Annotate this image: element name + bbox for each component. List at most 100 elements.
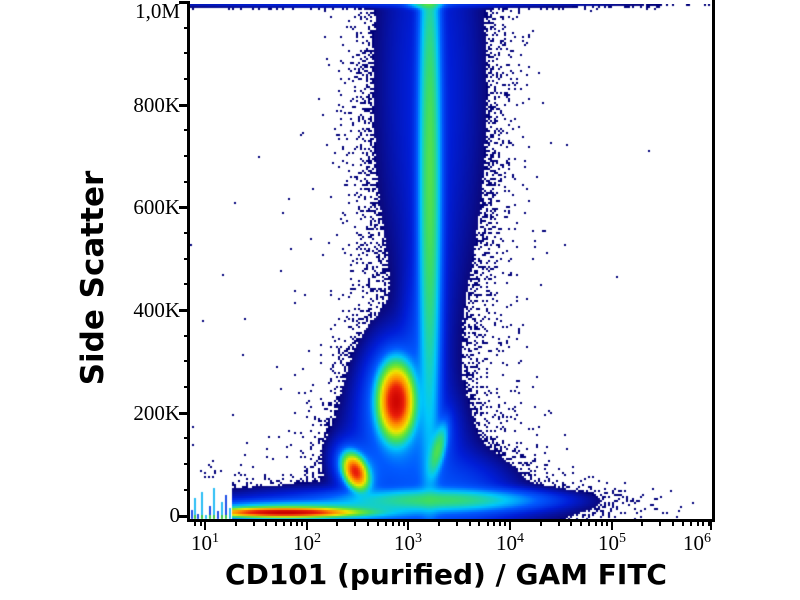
x-tick-exponent: 4 (517, 531, 524, 546)
x-minor-tick (606, 521, 608, 526)
y-tick-label-200k: 200K (133, 401, 180, 425)
x-tick-label-10e6: 106 (662, 527, 732, 555)
x-minor-tick (570, 521, 572, 526)
y-major-tick (179, 412, 190, 415)
y-minor-tick (184, 386, 190, 388)
x-minor-tick (194, 521, 196, 526)
x-minor-tick (403, 521, 405, 526)
y-minor-tick (184, 232, 190, 234)
x-tick-base: 10 (293, 531, 314, 555)
y-tick-label-400k: 400K (133, 298, 180, 322)
x-minor-tick (456, 521, 458, 526)
x-tick-base: 10 (598, 531, 619, 555)
y-major-tick (179, 309, 190, 312)
y-tick-label-800k: 800K (133, 93, 180, 117)
y-minor-tick (184, 27, 190, 29)
x-minor-tick (499, 521, 501, 526)
x-minor-tick (708, 521, 710, 526)
y-major-tick (179, 104, 190, 107)
x-minor-tick (641, 521, 643, 526)
density-plot-canvas (190, 4, 714, 520)
x-minor-tick (493, 521, 495, 526)
y-axis-title: Side Scatter (75, 170, 111, 386)
x-minor-tick (296, 521, 298, 526)
y-minor-tick (184, 78, 190, 80)
y-minor-tick (184, 155, 190, 157)
y-major-tick (179, 1, 190, 4)
x-minor-tick (504, 521, 506, 526)
x-minor-tick (478, 521, 480, 526)
x-tick-label-10e4: 104 (475, 527, 545, 555)
x-tick-exponent: 2 (314, 531, 321, 546)
x-minor-tick (392, 521, 394, 526)
x-tick-label-10e2: 102 (272, 527, 342, 555)
x-minor-tick (385, 521, 387, 526)
plot-right-border (712, 0, 715, 522)
y-minor-tick (184, 489, 190, 491)
x-minor-tick (275, 521, 277, 526)
x-tick-base: 10 (683, 531, 704, 555)
x-major-tick (509, 521, 511, 530)
x-tick-exponent: 1 (212, 531, 219, 546)
x-minor-tick (659, 521, 661, 526)
x-minor-tick (672, 521, 674, 526)
x-tick-base: 10 (191, 531, 212, 555)
x-minor-tick (588, 521, 590, 526)
x-tick-base: 10 (496, 531, 517, 555)
y-tick-label-600k: 600K (133, 195, 180, 219)
y-minor-tick (184, 463, 190, 465)
x-minor-tick (682, 521, 684, 526)
x-minor-tick (265, 521, 267, 526)
x-minor-tick (200, 521, 202, 526)
x-minor-tick (235, 521, 237, 526)
x-minor-tick (367, 521, 369, 526)
x-minor-tick (336, 521, 338, 526)
x-axis-line (187, 519, 715, 522)
y-minor-tick (184, 181, 190, 183)
x-minor-tick (487, 521, 489, 526)
x-tick-base: 10 (394, 531, 415, 555)
x-major-tick (710, 521, 712, 530)
x-tick-exponent: 6 (704, 531, 711, 546)
y-minor-tick (184, 258, 190, 260)
y-major-tick (179, 206, 190, 209)
y-minor-tick (184, 129, 190, 131)
x-minor-tick (540, 521, 542, 526)
x-minor-tick (580, 521, 582, 526)
y-tick-label-0: 0 (169, 503, 181, 527)
y-axis-line (187, 2, 190, 521)
x-minor-tick (438, 521, 440, 526)
x-minor-tick (595, 521, 597, 526)
x-minor-tick (283, 521, 285, 526)
x-minor-tick (469, 521, 471, 526)
x-tick-label-10e1: 101 (170, 527, 240, 555)
x-major-tick (611, 521, 613, 530)
x-major-tick (407, 521, 409, 530)
x-minor-tick (558, 521, 560, 526)
x-minor-tick (301, 521, 303, 526)
x-minor-tick (290, 521, 292, 526)
y-minor-tick (184, 360, 190, 362)
x-tick-label-10e5: 105 (577, 527, 647, 555)
y-minor-tick (184, 335, 190, 337)
x-major-tick (306, 521, 308, 530)
y-minor-tick (184, 437, 190, 439)
x-minor-tick (398, 521, 400, 526)
x-minor-tick (702, 521, 704, 526)
y-minor-tick (184, 283, 190, 285)
x-minor-tick (601, 521, 603, 526)
x-minor-tick (697, 521, 699, 526)
x-major-tick (204, 521, 206, 530)
y-minor-tick (184, 52, 190, 54)
x-minor-tick (377, 521, 379, 526)
x-minor-tick (690, 521, 692, 526)
x-axis-title: CD101 (purified) / GAM FITC (225, 558, 667, 591)
y-major-tick (179, 515, 190, 518)
x-tick-exponent: 3 (415, 531, 422, 546)
x-minor-tick (354, 521, 356, 526)
x-tick-exponent: 5 (619, 531, 626, 546)
x-minor-tick (253, 521, 255, 526)
x-tick-label-10e3: 103 (373, 527, 443, 555)
y-tick-label-1000k: 1,0M (135, 0, 180, 23)
